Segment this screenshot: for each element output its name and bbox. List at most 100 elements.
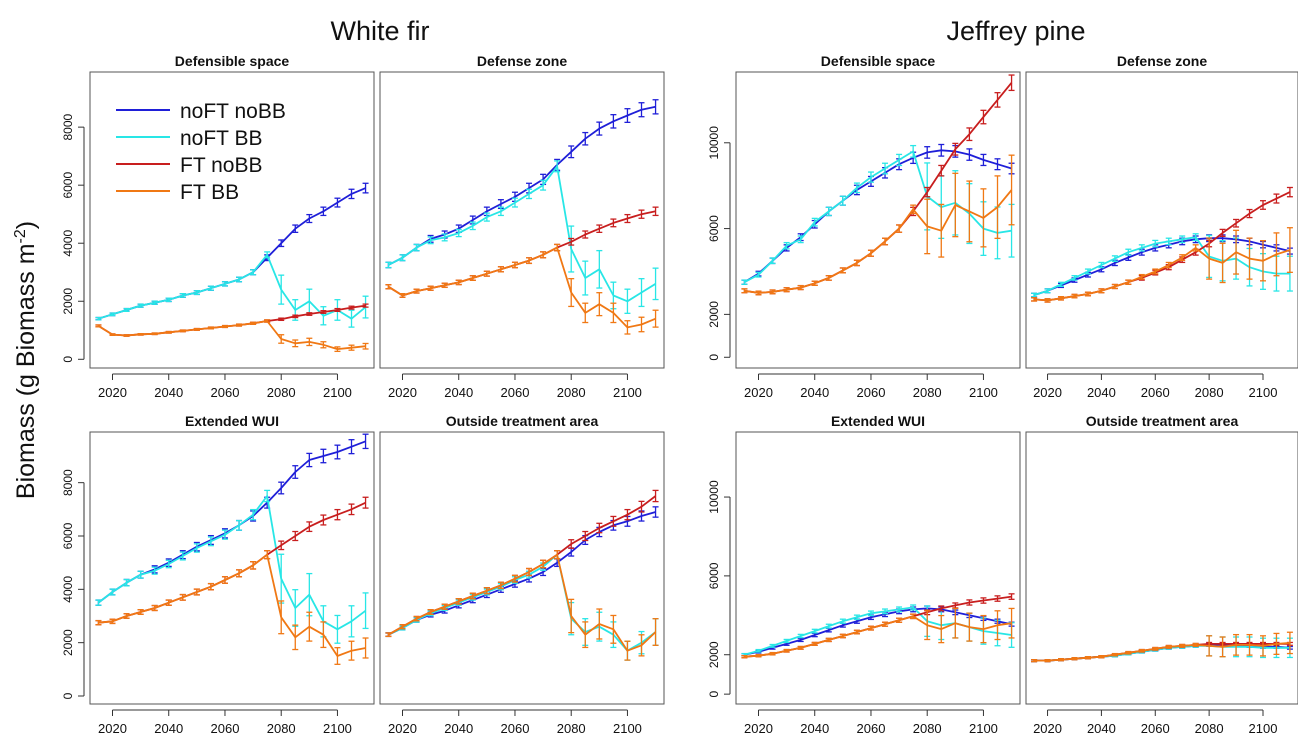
panel-title: Extended WUI xyxy=(831,413,925,429)
x-tick-label: 2040 xyxy=(154,721,183,736)
series-line-noft-bb xyxy=(98,253,367,320)
x-tick-label: 2020 xyxy=(388,721,417,736)
series-noft-nobb xyxy=(741,605,1015,657)
y-tick-label: 6000 xyxy=(61,172,75,199)
x-tick-label: 2100 xyxy=(613,385,642,400)
y-axis-label-close: ) xyxy=(12,221,40,229)
x-tick-label: 2020 xyxy=(1033,721,1062,736)
y-tick-label: 4000 xyxy=(61,576,75,603)
x-tick-label: 2100 xyxy=(323,385,352,400)
x-tick-label: 2080 xyxy=(557,385,586,400)
legend-label-ft-bb: FT BB xyxy=(180,181,239,204)
series-noft-nobb xyxy=(385,506,659,638)
series-line-noft-nobb xyxy=(744,607,1012,656)
series-ft-bb xyxy=(1031,227,1293,303)
panel-title: Outside treatment area xyxy=(446,413,599,429)
series-ft-nobb xyxy=(95,496,369,626)
x-tick-label: 2080 xyxy=(913,385,942,400)
panel-5: Defensible space 2020 2040 2060 2080 2100 0 200… xyxy=(707,53,1021,400)
y-axis-label: Biomass (g Biomass m-2) xyxy=(12,221,40,499)
y-tick-label: 2000 xyxy=(707,301,721,328)
y-tick-label: 0 xyxy=(61,356,75,363)
series-line-ft-bb xyxy=(1034,642,1290,662)
panel-frame xyxy=(1025,431,1298,705)
series-line-noft-bb xyxy=(1033,236,1290,296)
x-tick-label: 2060 xyxy=(501,721,530,736)
x-tick-label: 2020 xyxy=(744,385,773,400)
series-noft-nobb xyxy=(95,433,369,606)
series-ft-bb xyxy=(385,550,659,661)
series-noft-bb xyxy=(95,251,369,328)
series-ft-nobb xyxy=(95,303,369,337)
x-tick-label: 2060 xyxy=(211,385,240,400)
x-tick-label: 2080 xyxy=(267,385,296,400)
panel-frame xyxy=(89,431,375,705)
group-title-jeffrey-pine: Jeffrey pine xyxy=(946,16,1085,46)
x-tick-label: 2080 xyxy=(267,721,296,736)
legend-label-ft-nobb: FT noBB xyxy=(180,154,262,177)
plot-area xyxy=(95,433,369,665)
series-line-noft-bb xyxy=(97,495,367,631)
series-line-ft-nobb xyxy=(744,82,1013,294)
panel-3: Extended WUI 2020 2040 2060 2080 2100 0 2000 400… xyxy=(61,413,375,736)
legend-label-noft-nobb: noFT noBB xyxy=(180,100,286,123)
panel-frame xyxy=(1025,71,1298,369)
y-tick-label: 4000 xyxy=(61,230,75,257)
series-ft-nobb xyxy=(1031,186,1293,303)
panel-frame xyxy=(89,71,375,369)
x-tick-label: 2060 xyxy=(857,721,886,736)
plot-area xyxy=(1031,631,1293,663)
panel-title: Defensible space xyxy=(821,53,936,69)
series-ft-bb xyxy=(1031,631,1293,663)
y-tick-label: 0 xyxy=(61,692,75,699)
y-tick-label: 2000 xyxy=(707,641,721,668)
series-ft-bb xyxy=(741,607,1015,659)
panel-frame xyxy=(379,71,665,369)
x-tick-label: 2020 xyxy=(1033,385,1062,400)
series-line-noft-bb xyxy=(744,606,1012,656)
legend-label-noft-bb: noFT BB xyxy=(180,127,262,150)
y-axis-label-superscript: -2 xyxy=(12,229,29,243)
series-line-noft-nobb xyxy=(743,149,1012,283)
plot-area xyxy=(385,99,659,335)
series-line-ft-bb xyxy=(98,553,366,657)
plot-area xyxy=(385,489,659,661)
y-tick-label: 8000 xyxy=(61,113,75,140)
series-line-noft-nobb xyxy=(1033,237,1291,296)
x-tick-label: 2100 xyxy=(323,721,352,736)
x-tick-label: 2080 xyxy=(557,721,586,736)
series-noft-bb xyxy=(741,604,1015,657)
y-tick-label: 2000 xyxy=(61,288,75,315)
y-tick-label: 10000 xyxy=(707,126,721,160)
x-tick-label: 2060 xyxy=(1141,721,1170,736)
series-noft-bb xyxy=(385,160,659,314)
x-tick-label: 2060 xyxy=(1141,385,1170,400)
plot-area xyxy=(1031,186,1293,303)
panel-8: Outside treatment area 2020 2040 2060 2080 21… xyxy=(1025,413,1298,736)
x-tick-label: 2040 xyxy=(1087,385,1116,400)
y-tick-label: 8000 xyxy=(61,469,75,496)
x-tick-label: 2040 xyxy=(444,721,473,736)
panel-frame xyxy=(379,431,665,705)
series-ft-bb xyxy=(95,550,369,665)
panel-6: Defense zone 2020 2040 2060 2080 2100 xyxy=(1025,53,1298,400)
x-tick-label: 2040 xyxy=(154,385,183,400)
series-ft-bb xyxy=(741,154,1015,296)
panel-title: Outside treatment area xyxy=(1086,413,1239,429)
series-ft-nobb xyxy=(385,206,659,298)
panels: Defensible space 2020 2040 2060 2080 2100 0 200… xyxy=(61,53,1298,736)
x-tick-label: 2100 xyxy=(613,721,642,736)
series-line-noft-bb xyxy=(388,553,657,652)
y-tick-label: 10000 xyxy=(707,480,721,514)
series-noft-bb xyxy=(95,489,369,644)
x-tick-label: 2020 xyxy=(98,385,127,400)
panel-title: Extended WUI xyxy=(185,413,279,429)
x-tick-label: 2020 xyxy=(98,721,127,736)
panel-7: Extended WUI 2020 2040 2060 2080 2100 0 2000 600… xyxy=(707,413,1021,736)
series-noft-bb xyxy=(385,550,659,661)
y-tick-label: 0 xyxy=(707,690,721,697)
panel-frame xyxy=(735,71,1021,369)
series-noft-nobb xyxy=(1031,234,1293,298)
x-tick-label: 2100 xyxy=(969,721,998,736)
